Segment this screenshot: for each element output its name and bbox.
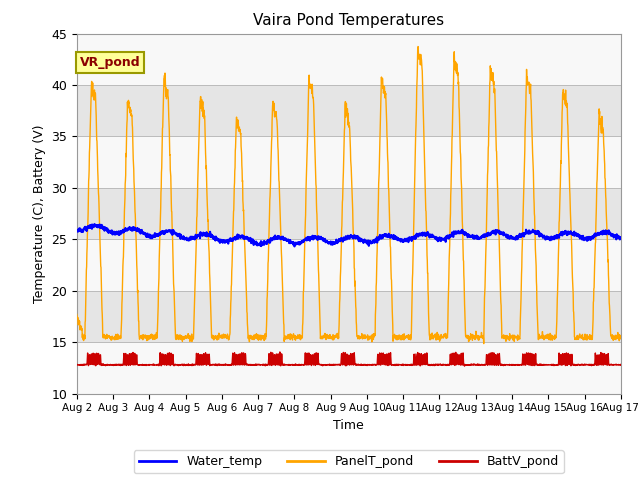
- Bar: [77, 34, 621, 85]
- Bar: [77, 291, 621, 342]
- Y-axis label: Temperature (C), Battery (V): Temperature (C), Battery (V): [33, 124, 45, 303]
- Legend: Water_temp, PanelT_pond, BattV_pond: Water_temp, PanelT_pond, BattV_pond: [134, 450, 564, 473]
- Text: VR_pond: VR_pond: [79, 56, 140, 69]
- Bar: [77, 188, 621, 240]
- Bar: [77, 85, 621, 136]
- Bar: [77, 136, 621, 188]
- Title: Vaira Pond Temperatures: Vaira Pond Temperatures: [253, 13, 444, 28]
- Bar: [77, 240, 621, 291]
- Bar: [77, 342, 621, 394]
- X-axis label: Time: Time: [333, 419, 364, 432]
